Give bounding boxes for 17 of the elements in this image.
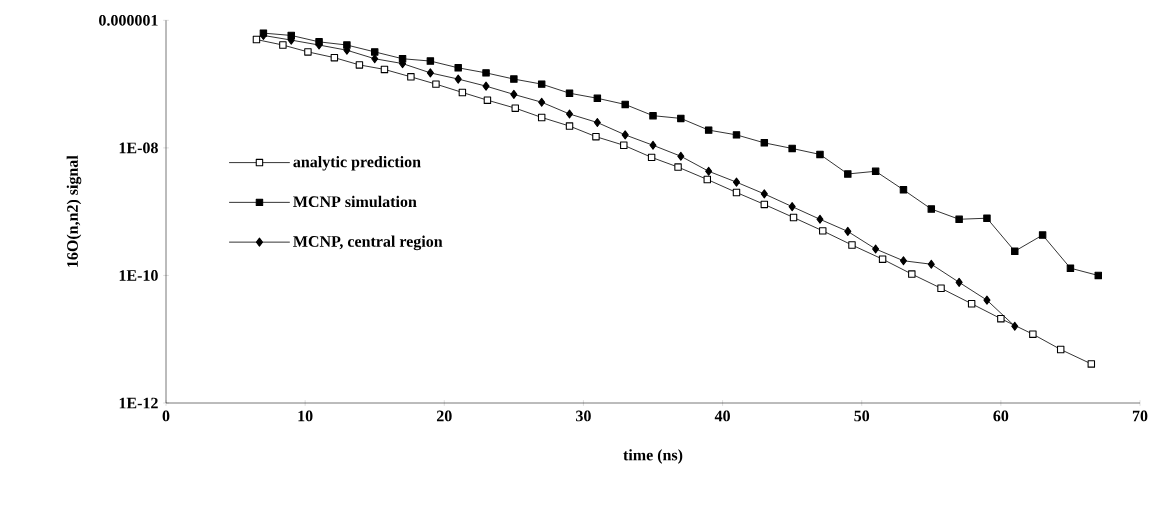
x-tick-label: 50	[854, 410, 870, 422]
y-axis-title: 16O(n,n2) signal	[66, 155, 82, 267]
legend-label: analytic prediction	[293, 156, 421, 171]
y-tick-label: 0.000001	[99, 14, 158, 26]
y-tick-label: 1E-10	[119, 270, 158, 281]
x-tick-label: 30	[576, 410, 591, 422]
x-tick-label: 70	[1132, 410, 1148, 422]
x-tick-label: 10	[298, 410, 313, 422]
x-tick-label: 20	[436, 410, 452, 422]
y-tick-label: 1E-12	[119, 397, 158, 409]
x-tick-label: 0	[162, 410, 170, 422]
x-tick-label: 40	[714, 410, 730, 422]
y-tick-label: 1E-08	[119, 142, 158, 154]
x-tick-label: 60	[993, 410, 1009, 422]
legend-label: MCNP simulation	[293, 195, 417, 208]
x-axis-title: time (ns)	[623, 449, 683, 464]
legend-label: MCNP, central region	[293, 235, 443, 251]
